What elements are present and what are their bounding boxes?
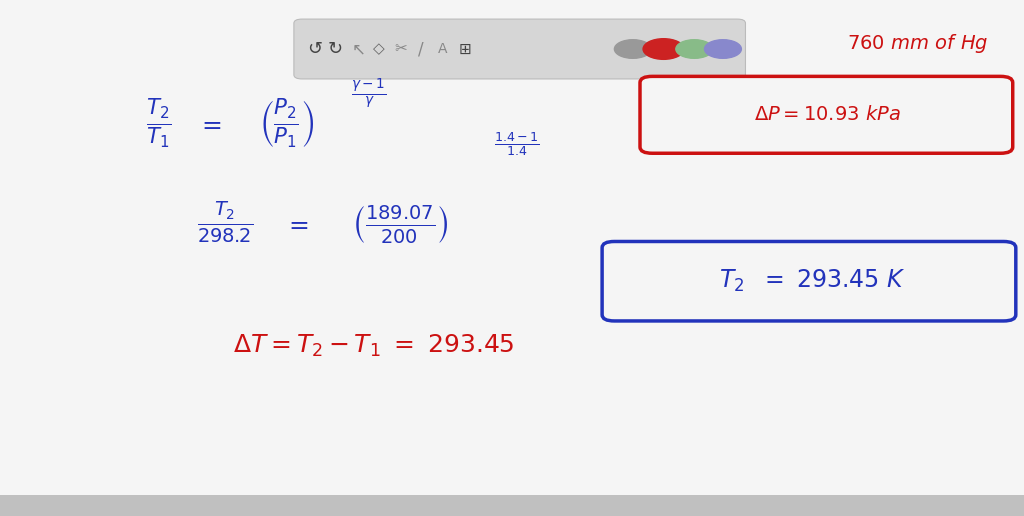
Text: $\left(\frac{P_2}{P_1}\right)$: $\left(\frac{P_2}{P_1}\right)$ xyxy=(259,98,314,150)
Circle shape xyxy=(705,40,741,58)
Text: $T_2\ \ =\ 293.45\ K$: $T_2\ \ =\ 293.45\ K$ xyxy=(719,268,905,294)
Text: ✂: ✂ xyxy=(394,41,407,57)
Bar xyxy=(0,495,1024,516)
Text: ◇: ◇ xyxy=(373,41,385,57)
Text: $\Delta P = 10.93\ kPa$: $\Delta P = 10.93\ kPa$ xyxy=(754,105,901,124)
Text: $\frac{T_2}{298.2}$: $\frac{T_2}{298.2}$ xyxy=(198,199,253,245)
Text: /: / xyxy=(418,40,424,58)
FancyBboxPatch shape xyxy=(640,76,1013,153)
Text: $\frac{T_2}{T_1}$: $\frac{T_2}{T_1}$ xyxy=(146,98,171,150)
Text: $=$: $=$ xyxy=(285,213,309,236)
Circle shape xyxy=(676,40,713,58)
Text: $\Delta T = T_2 - T_1\ =\ 293.45$: $\Delta T = T_2 - T_1\ =\ 293.45$ xyxy=(233,333,514,359)
Text: ↺: ↺ xyxy=(307,40,322,58)
Text: A: A xyxy=(437,42,447,56)
Text: $=$: $=$ xyxy=(198,112,222,136)
Circle shape xyxy=(614,40,651,58)
Circle shape xyxy=(643,39,684,59)
FancyBboxPatch shape xyxy=(294,19,745,79)
Text: $\left(\frac{189.07}{200}\right)$: $\left(\frac{189.07}{200}\right)$ xyxy=(350,203,449,246)
Text: ⊞: ⊞ xyxy=(459,41,471,57)
Text: $760\ mm\ of\ Hg$: $760\ mm\ of\ Hg$ xyxy=(847,33,988,55)
FancyBboxPatch shape xyxy=(602,241,1016,321)
Text: $\frac{\gamma - 1}{\gamma}$: $\frac{\gamma - 1}{\gamma}$ xyxy=(351,76,386,110)
Text: ↻: ↻ xyxy=(328,40,342,58)
Text: $\frac{1.4 - 1}{1.4}$: $\frac{1.4 - 1}{1.4}$ xyxy=(495,131,540,158)
Text: ↖: ↖ xyxy=(351,40,366,58)
